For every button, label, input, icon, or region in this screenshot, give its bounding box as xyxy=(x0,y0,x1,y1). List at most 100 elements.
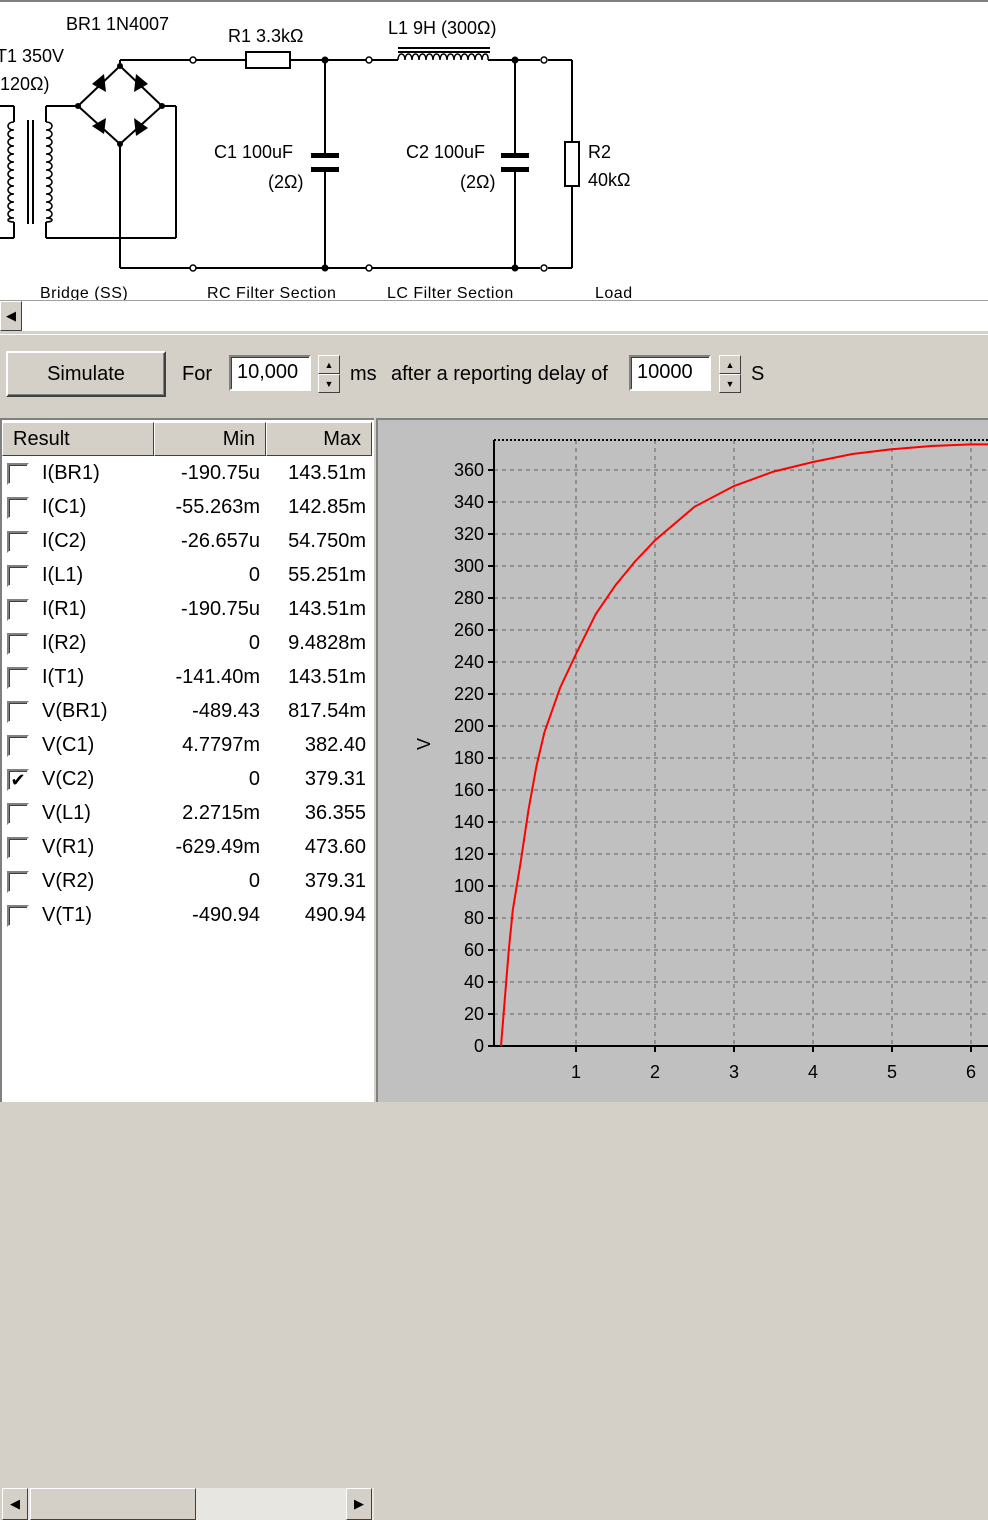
result-name: V(BR1) xyxy=(42,700,108,722)
result-checkbox[interactable] xyxy=(7,701,29,723)
result-name: V(T1) xyxy=(42,904,92,926)
y-axis-label: V xyxy=(414,738,434,750)
x-tick-label: 5 xyxy=(887,1062,897,1082)
y-tick-label: 360 xyxy=(454,460,484,480)
result-row[interactable]: V(L1) 2.2715m 36.355 xyxy=(2,798,374,832)
result-max: 143.51m xyxy=(288,666,366,688)
result-name: I(BR1) xyxy=(42,462,100,484)
y-tick-label: 60 xyxy=(464,940,484,960)
arrow-left-icon: ◀ xyxy=(10,1496,20,1511)
result-max: 9.4828m xyxy=(288,632,366,654)
simulate-button[interactable]: Simulate xyxy=(6,351,166,397)
result-checkbox[interactable] xyxy=(7,905,29,927)
duration-spinner[interactable]: ▲ ▼ xyxy=(318,355,340,393)
scroll-left-button[interactable]: ◀ xyxy=(0,301,22,331)
schematic-canvas[interactable]: BR1 1N4007 T1 350V (120Ω) R1 3.3kΩ L1 9H… xyxy=(0,0,988,302)
circuit-diagram: BR1 1N4007 T1 350V (120Ω) R1 3.3kΩ L1 9H… xyxy=(0,14,633,302)
waveform-chart: 0 20 40 60 80 100 120 140 160 180 200 220 240 260 280 3… xyxy=(414,439,988,1082)
result-checkbox[interactable] xyxy=(7,565,29,587)
duration-input[interactable]: 10,000 xyxy=(229,355,311,391)
result-row[interactable]: I(C1) -55.263m 142.85m xyxy=(2,492,374,526)
spin-up-icon[interactable]: ▲ xyxy=(318,355,340,374)
scroll-right-button[interactable]: ▶ xyxy=(346,1488,372,1520)
result-checkbox[interactable] xyxy=(7,497,29,519)
result-max: 379.31 xyxy=(304,870,366,892)
result-checkbox[interactable]: ✔ xyxy=(7,769,29,791)
column-header-result[interactable]: Result xyxy=(2,422,154,456)
result-row[interactable]: V(T1) -490.94 490.94 xyxy=(2,900,374,934)
schematic-horizontal-scrollbar[interactable]: ◀ xyxy=(0,300,988,331)
result-row[interactable]: V(C1) 4.7797m 382.40 xyxy=(2,730,374,764)
x-tick-label: 4 xyxy=(808,1062,818,1082)
result-checkbox[interactable] xyxy=(7,531,29,553)
result-row[interactable]: I(L1) 0 55.251m xyxy=(2,560,374,594)
result-row[interactable]: I(R1) -190.75u 143.51m xyxy=(2,594,374,628)
column-header-max[interactable]: Max xyxy=(266,422,372,456)
label-br1: BR1 1N4007 xyxy=(66,14,169,34)
label-r2: R2 xyxy=(588,142,611,162)
y-tick-label: 220 xyxy=(454,684,484,704)
result-min: -141.40m xyxy=(175,666,261,688)
result-name: I(R2) xyxy=(42,632,87,654)
result-checkbox[interactable] xyxy=(7,667,29,689)
result-name: I(C2) xyxy=(42,530,87,552)
reporting-delay-input[interactable]: 10000 xyxy=(629,355,711,391)
y-tick-label: 40 xyxy=(464,972,484,992)
result-name: V(C2) xyxy=(42,768,95,790)
label-t1-res: (120Ω) xyxy=(0,74,49,94)
results-horizontal-scrollbar[interactable]: ◀ ▶ xyxy=(2,1488,374,1520)
result-checkbox[interactable] xyxy=(7,871,29,893)
result-row[interactable]: ✔ V(C2) 0 379.31 xyxy=(2,764,374,798)
spin-up-icon[interactable]: ▲ xyxy=(719,355,741,374)
section-load: Load xyxy=(595,285,633,302)
result-checkbox[interactable] xyxy=(7,599,29,621)
waveform-plot-panel[interactable]: 0 20 40 60 80 100 120 140 160 180 200 220 240 260 280 3… xyxy=(376,418,988,1102)
result-row[interactable]: V(R1) -629.49m 473.60 xyxy=(2,832,374,866)
for-label: For xyxy=(182,363,212,385)
result-name: V(C1) xyxy=(42,734,95,756)
spin-down-icon[interactable]: ▼ xyxy=(318,374,340,393)
y-tick-label: 300 xyxy=(454,556,484,576)
section-bridge: Bridge (SS) xyxy=(40,285,128,302)
y-tick-label: 100 xyxy=(454,876,484,896)
result-name: I(C1) xyxy=(42,496,87,518)
result-min: 2.2715m xyxy=(182,802,260,824)
result-max: 490.94 xyxy=(304,904,366,926)
x-tick-label: 1 xyxy=(571,1062,581,1082)
result-row[interactable]: I(T1) -141.40m 143.51m xyxy=(2,662,374,696)
result-name: I(T1) xyxy=(42,666,85,688)
delay-spinner[interactable]: ▲ ▼ xyxy=(719,355,741,393)
result-row[interactable]: V(R2) 0 379.31 xyxy=(2,866,374,900)
result-min: 0 xyxy=(248,870,260,892)
label-r1: R1 3.3kΩ xyxy=(228,26,304,46)
result-checkbox[interactable] xyxy=(7,463,29,485)
result-max: 55.251m xyxy=(288,564,366,586)
result-row[interactable]: V(BR1) -489.43 817.54m xyxy=(2,696,374,730)
scrollbar-thumb[interactable] xyxy=(30,1488,196,1520)
scroll-left-button[interactable]: ◀ xyxy=(2,1488,28,1520)
result-row[interactable]: I(C2) -26.657u 54.750m xyxy=(2,526,374,560)
result-max: 379.31 xyxy=(304,768,366,790)
y-tick-label: 200 xyxy=(454,716,484,736)
label-r2-value: 40kΩ xyxy=(588,170,630,190)
result-checkbox[interactable] xyxy=(7,633,29,655)
label-c1-esr: (2Ω) xyxy=(268,172,303,192)
result-checkbox[interactable] xyxy=(7,735,29,757)
arrow-left-icon: ◀ xyxy=(6,308,16,323)
y-tick-label: 280 xyxy=(454,588,484,608)
result-row[interactable]: I(BR1) -190.75u 143.51m xyxy=(2,458,374,492)
result-checkbox[interactable] xyxy=(7,837,29,859)
result-min: -190.75u xyxy=(181,598,260,620)
column-header-min[interactable]: Min xyxy=(154,422,266,456)
y-tick-label: 80 xyxy=(464,908,484,928)
result-max: 382.40 xyxy=(304,734,366,756)
result-row[interactable]: I(R2) 0 9.4828m xyxy=(2,628,374,662)
result-max: 143.51m xyxy=(288,462,366,484)
series-line-v-c2 xyxy=(500,443,988,1047)
result-name: V(R1) xyxy=(42,836,95,858)
y-tick-label: 120 xyxy=(454,844,484,864)
result-checkbox[interactable] xyxy=(7,803,29,825)
arrow-right-icon: ▶ xyxy=(354,1496,364,1511)
spin-down-icon[interactable]: ▼ xyxy=(719,374,741,393)
result-min: -55.263m xyxy=(175,496,261,518)
